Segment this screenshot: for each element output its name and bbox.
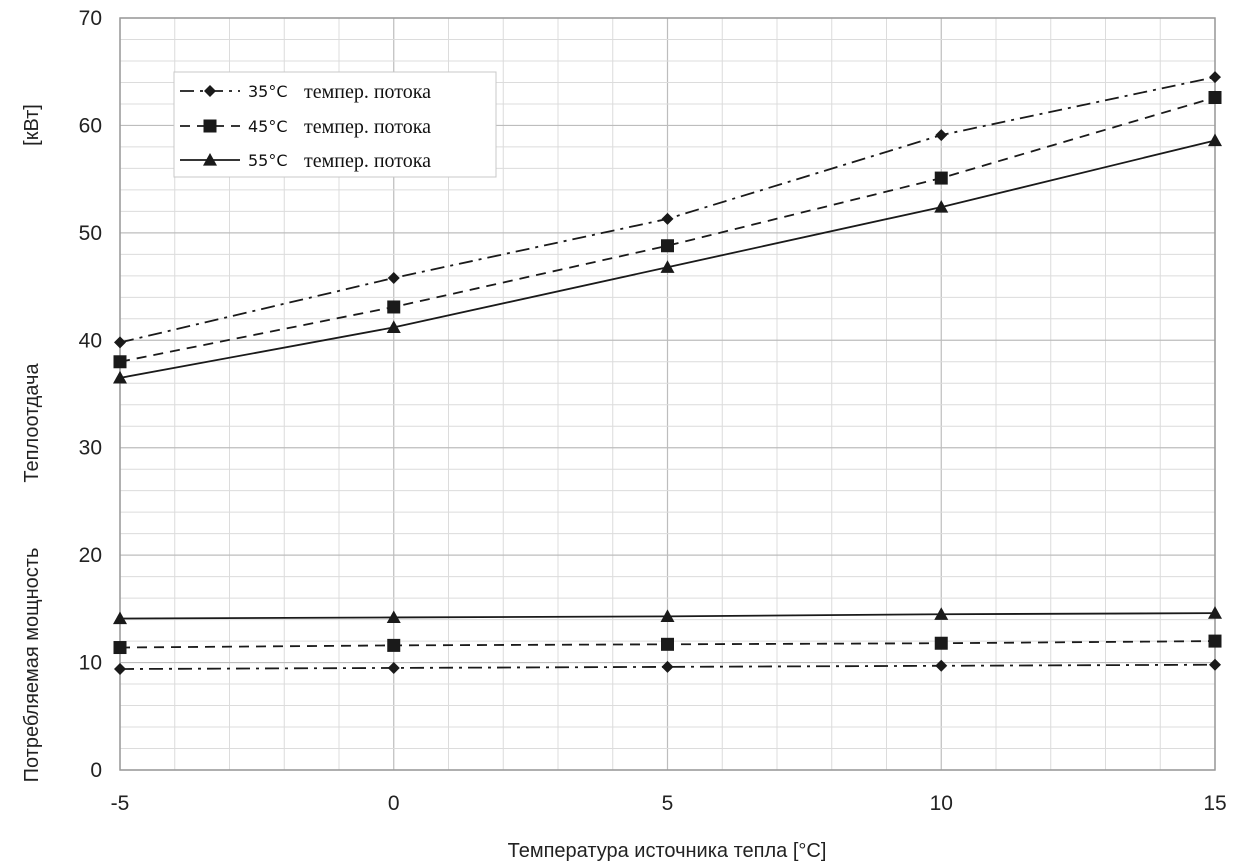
data-point-triangle bbox=[934, 607, 949, 620]
y-tick-label: 50 bbox=[79, 222, 102, 245]
data-point-diamond bbox=[935, 129, 948, 142]
data-point-square bbox=[934, 171, 948, 185]
legend-temp-55: 55°C bbox=[248, 151, 288, 170]
legend-marker-diamond bbox=[204, 85, 216, 97]
series-45c bbox=[113, 90, 1222, 655]
x-tick-label: 0 bbox=[388, 792, 400, 815]
x-tick-label: 5 bbox=[662, 792, 674, 815]
series-line-heat-output bbox=[119, 96, 1216, 363]
legend-item-35: 35°C темпер. потока bbox=[180, 81, 431, 103]
data-point-diamond bbox=[114, 336, 126, 349]
y-tick-label: 20 bbox=[79, 544, 102, 567]
data-point-diamond bbox=[387, 271, 400, 284]
data-point-triangle bbox=[660, 260, 675, 273]
data-point-diamond bbox=[114, 663, 126, 676]
legend-desc-45: темпер. потока bbox=[304, 116, 431, 138]
data-point-triangle bbox=[386, 610, 401, 624]
data-point-square bbox=[113, 355, 127, 369]
legend-triangle-marker bbox=[203, 153, 217, 166]
plot-frame bbox=[119, 17, 1216, 771]
legend-desc-35: темпер. потока bbox=[304, 81, 431, 103]
legend-temp-45: 45°C bbox=[248, 117, 288, 136]
data-point-triangle bbox=[386, 320, 401, 333]
legend-item-55: 55°C темпер. потока bbox=[180, 150, 431, 172]
legend: 35°C темпер. потока 45°C темпер. потока … bbox=[173, 71, 497, 178]
x-tick-label: 15 bbox=[1203, 792, 1226, 815]
legend-square-marker bbox=[203, 119, 217, 133]
legend-item-45: 45°C темпер. потока bbox=[180, 116, 431, 138]
series-55c bbox=[113, 133, 1222, 625]
legend-desc-55: темпер. потока bbox=[304, 150, 431, 172]
series-layer bbox=[113, 71, 1222, 676]
y-tick-label: 30 bbox=[79, 437, 102, 460]
legend-diamond-marker bbox=[204, 85, 216, 97]
data-point-square bbox=[661, 637, 674, 651]
y-tick-label: 10 bbox=[79, 652, 102, 675]
legend-marker-square bbox=[203, 119, 217, 133]
data-point-diamond bbox=[935, 659, 948, 672]
series-line-power-consumption bbox=[119, 663, 1216, 670]
data-point-triangle bbox=[660, 609, 675, 622]
legend-temp-35: 35°C bbox=[248, 82, 288, 101]
data-point-triangle bbox=[113, 611, 127, 625]
data-point-square bbox=[661, 239, 674, 253]
data-point-diamond bbox=[661, 212, 674, 225]
data-point-triangle bbox=[934, 200, 949, 213]
y-axis-unit-label: [кВт] bbox=[21, 104, 43, 146]
data-point-square bbox=[934, 636, 948, 650]
y-tick-label: 70 bbox=[79, 7, 102, 30]
data-point-square bbox=[387, 638, 401, 652]
data-point-square bbox=[387, 300, 401, 314]
data-point-triangle bbox=[1208, 606, 1222, 619]
data-point-square bbox=[1208, 634, 1222, 648]
data-point-diamond bbox=[1209, 658, 1221, 671]
y-tick-label: 0 bbox=[90, 759, 102, 782]
series-35c bbox=[114, 71, 1221, 676]
y-axis-heat-output-label: Теплоотдача bbox=[21, 363, 43, 483]
data-point-triangle bbox=[1208, 133, 1222, 147]
data-point-triangle bbox=[113, 370, 127, 384]
x-tick-label: 10 bbox=[930, 792, 953, 815]
y-axis-power-consumption-label: Потребляемая мощность bbox=[21, 548, 43, 783]
data-point-square bbox=[1208, 90, 1222, 104]
x-tick-label: -5 bbox=[111, 792, 130, 815]
data-point-diamond bbox=[387, 661, 400, 674]
data-point-diamond bbox=[661, 660, 674, 673]
data-point-diamond bbox=[1209, 71, 1221, 84]
data-point-square bbox=[113, 641, 127, 655]
y-tick-label: 40 bbox=[79, 329, 102, 352]
tick-labels: -5 0 5 10 15 0 10 20 30 40 50 60 70 bbox=[79, 7, 1227, 815]
x-axis-label: Температура источника тепла [°C] bbox=[508, 840, 827, 862]
y-tick-label: 60 bbox=[79, 114, 102, 137]
legend-marker-triangle bbox=[203, 153, 217, 166]
